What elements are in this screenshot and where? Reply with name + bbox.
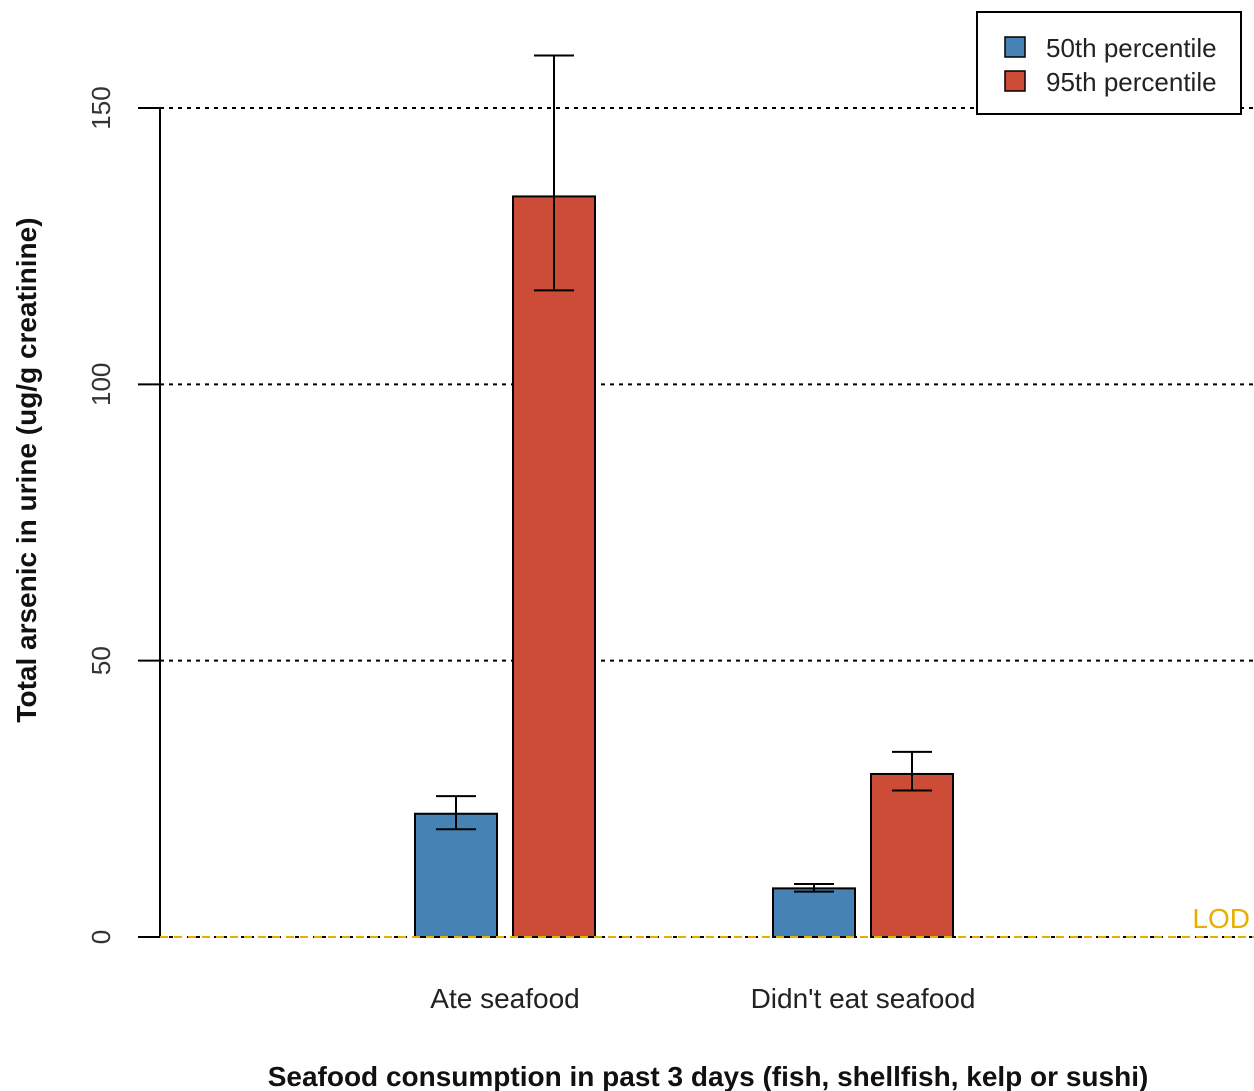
y-tick-label-50: 50 xyxy=(86,646,116,675)
legend-swatch-1 xyxy=(1004,70,1026,92)
y-tick-label-0: 0 xyxy=(86,930,116,944)
lod-reference: LOD xyxy=(160,903,1254,938)
legend: 50th percentile 95th percentile xyxy=(976,11,1242,115)
x-axis-categories: Ate seafood Didn't eat seafood xyxy=(430,983,975,1014)
y-axis-title: Total arsenic in urine (ug/g creatinine) xyxy=(11,217,42,722)
bar-p95-1 xyxy=(870,772,954,938)
legend-swatch-0 xyxy=(1004,36,1026,58)
x-axis-title: Seafood consumption in past 3 days (fish… xyxy=(268,1061,1149,1091)
legend-label-0: 50th percentile xyxy=(1046,33,1217,63)
y-axis: 0 50 100 150 xyxy=(86,86,161,944)
bar-p50-0 xyxy=(414,812,498,938)
y-tick-label-150: 150 xyxy=(86,86,116,129)
x-category-label-1: Didn't eat seafood xyxy=(751,983,976,1014)
bar-p50-1 xyxy=(772,887,856,939)
x-category-label-0: Ate seafood xyxy=(430,983,579,1014)
y-tick-label-100: 100 xyxy=(86,363,116,406)
legend-box xyxy=(976,11,1242,115)
gridlines xyxy=(160,107,1254,938)
bars xyxy=(414,54,954,939)
legend-label-1: 95th percentile xyxy=(1046,67,1217,97)
bar-p95-0 xyxy=(512,195,596,938)
lod-label: LOD xyxy=(1192,903,1250,934)
